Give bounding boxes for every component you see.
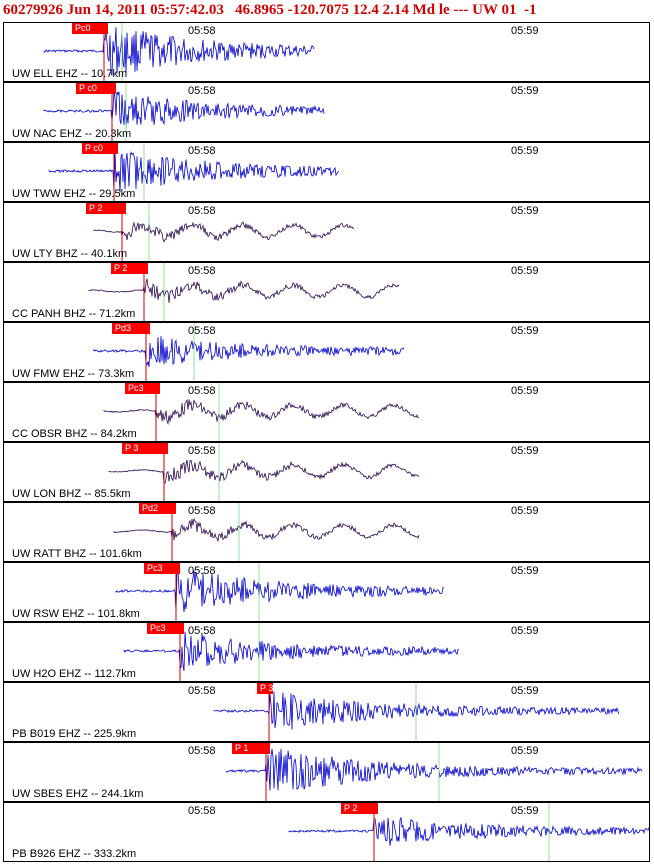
station-label: CC OBSR BHZ -- 84.2km <box>12 428 137 440</box>
station-label: UW TWW EHZ -- 29.5km <box>12 188 136 200</box>
time-tick-label: 05:59 <box>511 265 539 277</box>
time-tick-label: 05:58 <box>188 805 216 817</box>
trace-panel[interactable]: 05:58 05:59 Pc0 UW ELL EHZ -- 10.7km <box>3 22 650 82</box>
pick-flag[interactable]: P 1 <box>232 743 270 754</box>
time-tick-label: 05:59 <box>511 385 539 397</box>
pick-flag[interactable]: Pc3 <box>125 383 160 394</box>
trace-panel[interactable]: 05:58 05:59 P 1 UW SBES EHZ -- 244.1km <box>3 742 650 802</box>
trace-panel[interactable]: 05:58 05:59 Pd3 UW FMW EHZ -- 73.3km <box>3 322 650 382</box>
trace-panel[interactable]: 05:58 05:59 Pd2 UW RATT BHZ -- 101.6km <box>3 502 650 562</box>
waveform-trace <box>93 221 355 243</box>
trace-panel[interactable]: 05:58 05:59 Pc3 UW RSW EHZ -- 101.8km <box>3 562 650 622</box>
pick-flag[interactable]: Pc3 <box>147 623 184 634</box>
station-label: UW FMW EHZ -- 73.3km <box>12 368 135 380</box>
station-label: UW LTY BHZ -- 40.1km <box>12 248 128 260</box>
trace-panel[interactable]: 05:58 05:59 Pc3 CC OBSR BHZ -- 84.2km <box>3 382 650 442</box>
trace-panel[interactable]: 05:58 05:59 Pc3 UW H2O EHZ -- 112.7km <box>3 622 650 682</box>
waveform-trace <box>43 91 325 130</box>
pick-flag[interactable]: P 2 <box>111 263 148 274</box>
station-label: CC PANH BHZ -- 71.2km <box>12 308 136 320</box>
trace-panel[interactable]: 05:58 05:59 P 2 CC PANH BHZ -- 71.2km <box>3 262 650 322</box>
waveform-trace <box>288 816 649 846</box>
time-tick-label: 05:59 <box>511 445 539 457</box>
pick-flag[interactable]: Pd2 <box>139 503 176 514</box>
seismogram-panels: 05:58 05:59 Pc0 UW ELL EHZ -- 10.7km 05:… <box>3 22 650 864</box>
trace-panel[interactable]: 05:58 05:59 P c0 UW TWW EHZ -- 29.5km <box>3 142 650 202</box>
event-summary-text: 60279926 Jun 14, 2011 05:57:42.03 46.896… <box>3 2 537 18</box>
pick-flag[interactable]: P 3 <box>122 443 168 454</box>
time-tick-label: 05:59 <box>511 505 539 517</box>
time-tick-label: 05:58 <box>188 565 216 577</box>
station-label: PB B926 EHZ -- 333.2km <box>12 848 137 860</box>
time-tick-label: 05:58 <box>188 145 216 157</box>
waveform-trace <box>43 27 315 76</box>
time-tick-label: 05:59 <box>511 205 539 217</box>
station-label: PB B019 EHZ -- 225.9km <box>12 728 137 740</box>
pick-flag[interactable]: Pc0 <box>72 23 108 34</box>
time-tick-label: 05:58 <box>188 385 216 397</box>
time-tick-label: 05:58 <box>188 505 216 517</box>
waveform-trace <box>88 278 400 303</box>
waveform-trace <box>113 517 420 542</box>
time-tick-label: 05:59 <box>511 745 539 757</box>
station-label: UW ELL EHZ -- 10.7km <box>12 68 128 80</box>
time-tick-label: 05:59 <box>511 25 539 37</box>
time-tick-label: 05:59 <box>511 145 539 157</box>
station-label: UW NAC EHZ -- 20.3km <box>12 128 132 140</box>
pick-flag[interactable]: Pc3 <box>144 563 180 574</box>
trace-panel[interactable]: 05:58 05:59 P 2 PB B926 EHZ -- 333.2km <box>3 802 650 862</box>
pick-flag[interactable]: P 2 <box>86 203 126 214</box>
time-tick-label: 05:59 <box>511 625 539 637</box>
time-tick-label: 05:58 <box>188 325 216 337</box>
waveform-trace <box>93 336 405 368</box>
waveform-trace <box>108 459 420 484</box>
station-label: UW SBES EHZ -- 244.1km <box>12 788 144 800</box>
pick-flag[interactable]: P 2 <box>341 803 378 814</box>
waveform-trace <box>48 151 340 193</box>
pick-flag[interactable]: P 3 <box>257 683 273 694</box>
station-label: UW LON BHZ -- 85.5km <box>12 488 131 500</box>
time-tick-label: 05:58 <box>188 685 216 697</box>
pick-flag[interactable]: P c0 <box>76 83 116 94</box>
time-tick-label: 05:59 <box>511 565 539 577</box>
time-tick-label: 05:58 <box>188 205 216 217</box>
waveform-trace <box>123 631 460 671</box>
trace-panel[interactable]: 05:58 05:59 P 3 PB B019 EHZ -- 225.9km <box>3 682 650 742</box>
time-tick-label: 05:58 <box>188 265 216 277</box>
time-tick-label: 05:58 <box>188 445 216 457</box>
time-tick-label: 05:58 <box>188 85 216 97</box>
time-tick-label: 05:59 <box>511 325 539 337</box>
waveform-trace <box>115 569 445 613</box>
event-header: 60279926 Jun 14, 2011 05:57:42.03 46.896… <box>0 0 654 22</box>
time-tick-label: 05:58 <box>188 625 216 637</box>
trace-panel[interactable]: 05:58 05:59 P 2 UW LTY BHZ -- 40.1km <box>3 202 650 262</box>
pick-flag[interactable]: Pd3 <box>112 323 150 334</box>
station-label: UW H2O EHZ -- 112.7km <box>12 668 136 680</box>
trace-panel[interactable]: 05:58 05:59 P 3 UW LON BHZ -- 85.5km <box>3 442 650 502</box>
time-tick-label: 05:59 <box>511 85 539 97</box>
trace-panel[interactable]: 05:58 05:59 P c0 UW NAC EHZ -- 20.3km <box>3 82 650 142</box>
waveform-trace <box>225 748 643 791</box>
waveform-trace <box>103 398 419 425</box>
time-tick-label: 05:59 <box>511 805 539 817</box>
station-label: UW RATT BHZ -- 101.6km <box>12 548 142 560</box>
time-tick-label: 05:58 <box>188 25 216 37</box>
time-tick-label: 05:59 <box>511 685 539 697</box>
station-label: UW RSW EHZ -- 101.8km <box>12 608 140 620</box>
pick-flag[interactable]: P c0 <box>82 143 118 154</box>
time-tick-label: 05:58 <box>188 745 216 757</box>
